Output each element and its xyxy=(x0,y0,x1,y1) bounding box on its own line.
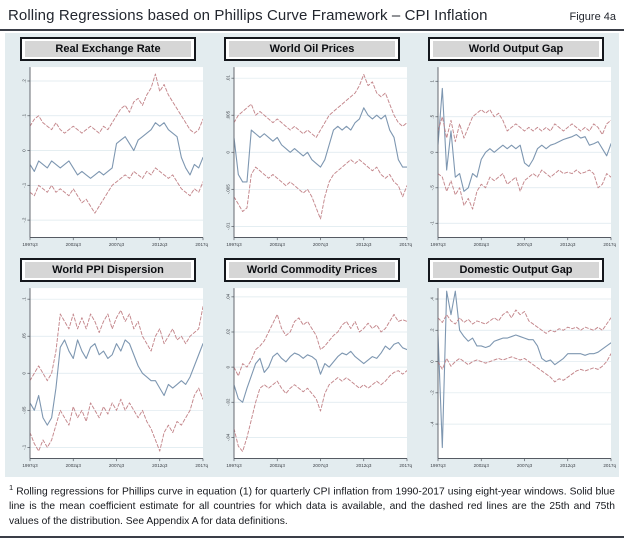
chart-title: World PPI Dispersion xyxy=(25,262,191,279)
svg-text:-1: -1 xyxy=(430,221,435,225)
svg-text:2012q3: 2012q3 xyxy=(356,242,372,247)
svg-text:.05: .05 xyxy=(22,333,27,340)
svg-text:.04: .04 xyxy=(226,294,231,301)
svg-text:2002q3: 2002q3 xyxy=(270,463,286,468)
svg-text:-.005: -.005 xyxy=(226,184,231,195)
chart-canvas-domestic-output-gap: .4 .2 0 -.2 -.4 1997q3 2002q3 2007q3 2012q3 2017q… xyxy=(430,288,616,468)
svg-text:-.5: -.5 xyxy=(430,185,435,191)
svg-text:0: 0 xyxy=(430,151,435,154)
chart-title: World Commodity Prices xyxy=(229,262,395,279)
figure-footnote: 1 Rolling regressions for Phillips curve… xyxy=(0,477,624,529)
svg-text:2012q3: 2012q3 xyxy=(152,242,168,247)
svg-text:2017q3: 2017q3 xyxy=(195,463,208,468)
svg-text:1997q3: 1997q3 xyxy=(430,463,446,468)
svg-text:2002q3: 2002q3 xyxy=(474,242,490,247)
figure-title: Rolling Regressions based on Phillips Cu… xyxy=(8,7,488,24)
svg-text:-.05: -.05 xyxy=(22,406,27,414)
chart-title-box: Domestic Output Gap xyxy=(428,258,604,283)
svg-text:2007q3: 2007q3 xyxy=(517,463,533,468)
svg-text:0: 0 xyxy=(226,366,231,369)
chart-canvas-real-exchange-rate: .2 .1 0 -.1 -.2 1997q3 2002q3 2007q3 2012q3 2017q… xyxy=(22,67,208,247)
svg-text:2017q3: 2017q3 xyxy=(195,242,208,247)
svg-text:0: 0 xyxy=(226,151,231,154)
chart-canvas-world-ppi-dispersion: .1 .05 0 -.05 -.1 1997q3 2002q3 2007q3 2012q3 201… xyxy=(22,288,208,468)
chart-title: Real Exchange Rate xyxy=(25,41,191,58)
svg-text:2012q3: 2012q3 xyxy=(560,463,576,468)
svg-text:2007q3: 2007q3 xyxy=(313,242,329,247)
svg-text:1997q3: 1997q3 xyxy=(226,242,242,247)
chart-title-box: World PPI Dispersion xyxy=(20,258,196,283)
svg-text:2002q3: 2002q3 xyxy=(474,463,490,468)
svg-text:2007q3: 2007q3 xyxy=(109,242,125,247)
svg-text:.2: .2 xyxy=(430,328,435,332)
svg-text:2002q3: 2002q3 xyxy=(270,242,286,247)
svg-text:-.1: -.1 xyxy=(22,182,27,188)
svg-text:0: 0 xyxy=(430,360,435,363)
footnote-text: Rolling regressions for Phillips curve i… xyxy=(9,486,615,527)
chart-panel-world-output-gap: World Output Gap 1 .5 0 -.5 -1 1997q3 2002q3 20… xyxy=(416,36,616,253)
chart-title: Domestic Output Gap xyxy=(433,262,599,279)
chart-canvas-world-commodity-prices: .04 .02 0 -.02 -.04 1997q3 2002q3 2007q3 2012q3 2… xyxy=(226,288,412,468)
svg-text:1997q3: 1997q3 xyxy=(430,242,446,247)
svg-text:2007q3: 2007q3 xyxy=(313,463,329,468)
chart-title-box: World Output Gap xyxy=(428,37,604,62)
svg-text:.2: .2 xyxy=(22,79,27,83)
svg-text:-.4: -.4 xyxy=(430,421,435,427)
svg-text:-.01: -.01 xyxy=(226,222,231,230)
svg-text:.1: .1 xyxy=(22,114,27,118)
chart-title-box: World Oil Prices xyxy=(224,37,400,62)
svg-text:2017q3: 2017q3 xyxy=(399,463,412,468)
chart-title-box: World Commodity Prices xyxy=(224,258,400,283)
chart-title-box: Real Exchange Rate xyxy=(20,37,196,62)
svg-text:2017q3: 2017q3 xyxy=(603,242,616,247)
chart-panel-world-commodity-prices: World Commodity Prices .04 .02 0 -.02 -.04 19… xyxy=(212,257,412,474)
svg-text:-.04: -.04 xyxy=(226,433,231,441)
svg-text:2002q3: 2002q3 xyxy=(66,242,82,247)
svg-text:-.1: -.1 xyxy=(22,445,27,451)
svg-text:.4: .4 xyxy=(430,297,435,301)
chart-panel-world-ppi-dispersion: World PPI Dispersion .1 .05 0 -.05 -.1 1997q3… xyxy=(8,257,208,474)
svg-text:.005: .005 xyxy=(226,111,231,120)
charts-grid: Real Exchange Rate .2 .1 0 -.1 -.2 1997q3 2002… xyxy=(5,33,619,477)
svg-text:.5: .5 xyxy=(430,115,435,119)
svg-text:0: 0 xyxy=(22,149,27,152)
chart-panel-real-exchange-rate: Real Exchange Rate .2 .1 0 -.1 -.2 1997q3 2002… xyxy=(8,36,208,253)
svg-text:0: 0 xyxy=(22,372,27,375)
footnote-marker: 1 xyxy=(9,483,14,492)
bottom-divider xyxy=(0,536,624,539)
svg-text:-.2: -.2 xyxy=(430,390,435,396)
svg-text:1997q3: 1997q3 xyxy=(226,463,242,468)
figure-number-label: Figure 4a xyxy=(569,11,616,23)
chart-title: World Output Gap xyxy=(433,41,599,58)
chart-panel-world-oil-prices: World Oil Prices .01 .005 0 -.005 -.01 1997q3… xyxy=(212,36,412,253)
chart-title: World Oil Prices xyxy=(229,41,395,58)
svg-text:2002q3: 2002q3 xyxy=(66,463,82,468)
chart-canvas-world-oil-prices: .01 .005 0 -.005 -.01 1997q3 2002q3 2007q3 2012q… xyxy=(226,67,412,247)
svg-text:-.2: -.2 xyxy=(22,217,27,223)
figure-header: Rolling Regressions based on Phillips Cu… xyxy=(0,0,624,24)
svg-text:2012q3: 2012q3 xyxy=(152,463,168,468)
svg-text:1: 1 xyxy=(430,80,435,83)
svg-text:2017q3: 2017q3 xyxy=(399,242,412,247)
svg-text:.01: .01 xyxy=(226,75,231,82)
svg-text:2012q3: 2012q3 xyxy=(356,463,372,468)
svg-text:2017q3: 2017q3 xyxy=(603,463,616,468)
chart-canvas-world-output-gap: 1 .5 0 -.5 -1 1997q3 2002q3 2007q3 2012q3 2017q3 xyxy=(430,67,616,247)
svg-text:1997q3: 1997q3 xyxy=(22,463,38,468)
svg-text:2007q3: 2007q3 xyxy=(109,463,125,468)
chart-panel-domestic-output-gap: Domestic Output Gap .4 .2 0 -.2 -.4 1997q3 200… xyxy=(416,257,616,474)
svg-text:.02: .02 xyxy=(226,329,231,336)
header-divider xyxy=(0,29,624,31)
svg-text:.1: .1 xyxy=(22,297,27,301)
svg-text:2007q3: 2007q3 xyxy=(517,242,533,247)
svg-text:-.02: -.02 xyxy=(226,398,231,406)
svg-text:2012q3: 2012q3 xyxy=(560,242,576,247)
svg-text:1997q3: 1997q3 xyxy=(22,242,38,247)
